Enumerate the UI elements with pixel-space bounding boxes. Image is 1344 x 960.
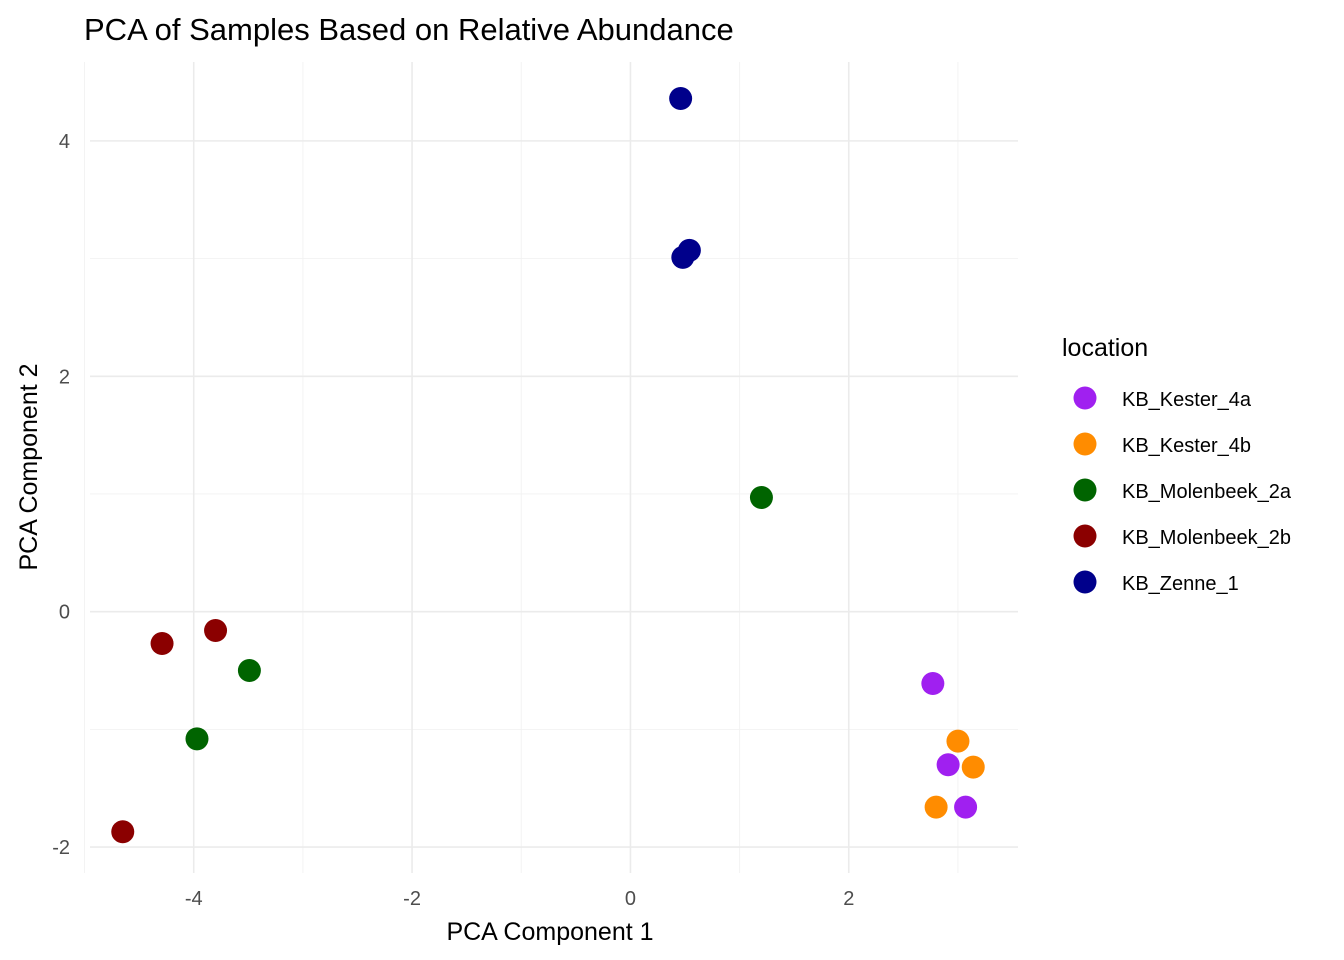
y-tick-label-1: 0 bbox=[59, 602, 70, 624]
legend-key-KB_Kester_4a bbox=[1073, 386, 1097, 410]
x-tick-label-1: -2 bbox=[403, 888, 421, 910]
x-tick-label-2: 0 bbox=[625, 888, 636, 910]
x-axis-ticks: -4 -2 0 2 bbox=[185, 888, 855, 910]
point-KB_Molenbeek_2a-0 bbox=[749, 486, 773, 510]
legend-key-KB_Molenbeek_2a bbox=[1073, 478, 1097, 502]
y-tick-label-0: -2 bbox=[52, 837, 70, 859]
point-KB_Molenbeek_2a-1 bbox=[237, 659, 261, 683]
y-axis-title: PCA Component 2 bbox=[15, 363, 43, 570]
legend-key-KB_Molenbeek_2b bbox=[1073, 524, 1097, 548]
point-KB_Kester_4a-1 bbox=[936, 753, 960, 777]
legend-label-KB_Molenbeek_2a: KB_Molenbeek_2a bbox=[1122, 481, 1292, 503]
point-KB_Molenbeek_2b-0 bbox=[204, 619, 228, 643]
legend-key-KB_Kester_4b bbox=[1073, 432, 1097, 456]
x-axis-title: PCA Component 1 bbox=[446, 918, 653, 946]
y-tick-label-3: 4 bbox=[59, 131, 70, 153]
chart-title: PCA of Samples Based on Relative Abundan… bbox=[84, 12, 734, 47]
gridlines bbox=[84, 62, 1018, 873]
legend: location KB_Kester_4a KB_Kester_4b KB_Mole… bbox=[1062, 334, 1292, 595]
point-KB_Kester_4a-2 bbox=[954, 795, 978, 819]
x-tick-label-0: -4 bbox=[185, 888, 203, 910]
plot-panel bbox=[84, 62, 1018, 873]
point-KB_Kester_4b-1 bbox=[961, 755, 985, 779]
y-tick-label-2: 2 bbox=[59, 366, 70, 388]
legend-label-KB_Molenbeek_2b: KB_Molenbeek_2b bbox=[1122, 527, 1291, 549]
point-KB_Molenbeek_2b-1 bbox=[150, 631, 174, 655]
legend-label-KB_Kester_4a: KB_Kester_4a bbox=[1122, 389, 1252, 411]
point-KB_Kester_4a-0 bbox=[921, 671, 945, 695]
legend-title: location bbox=[1062, 334, 1148, 362]
legend-key-KB_Zenne_1 bbox=[1073, 570, 1097, 594]
data-points bbox=[111, 86, 985, 844]
legend-label-KB_Kester_4b: KB_Kester_4b bbox=[1122, 435, 1251, 457]
point-KB_Kester_4b-0 bbox=[946, 729, 970, 753]
legend-label-KB_Zenne_1: KB_Zenne_1 bbox=[1122, 573, 1239, 595]
point-KB_Zenne_1-2 bbox=[671, 245, 695, 269]
x-tick-label-3: 2 bbox=[843, 888, 854, 910]
legend-items: KB_Kester_4a KB_Kester_4b KB_Molenbeek_2a K… bbox=[1073, 386, 1292, 595]
y-axis-ticks: -2 0 2 4 bbox=[52, 131, 70, 859]
point-KB_Molenbeek_2b-2 bbox=[111, 820, 135, 844]
point-KB_Molenbeek_2a-2 bbox=[185, 727, 209, 751]
point-KB_Kester_4b-2 bbox=[924, 795, 948, 819]
point-KB_Zenne_1-0 bbox=[669, 86, 693, 110]
